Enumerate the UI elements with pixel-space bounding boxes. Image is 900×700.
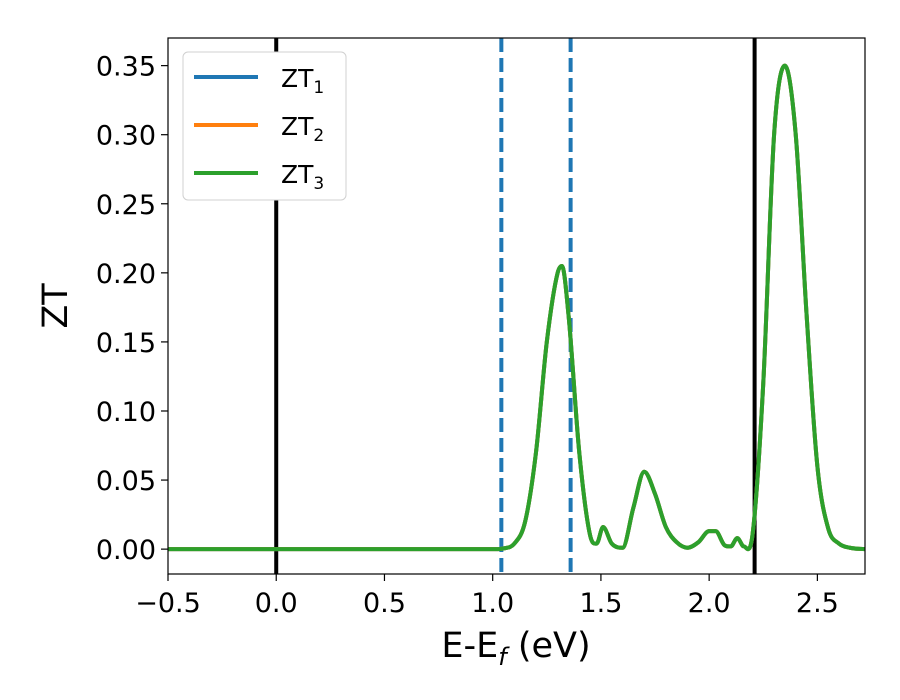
legend-label-1: ZT1 — [281, 64, 324, 98]
y-tick-label: 0.25 — [96, 190, 156, 221]
vertical-reference-lines — [274, 38, 757, 574]
series-lines — [168, 63, 866, 552]
x-axis-title: E-Ef (eV) — [441, 626, 590, 671]
y-tick-label: 0.00 — [96, 535, 156, 566]
y-tick-label: 0.05 — [96, 466, 156, 497]
x-tick-label: 2.0 — [688, 588, 731, 619]
legend-box — [182, 51, 347, 201]
series-line-3 — [168, 63, 866, 552]
y-tick-label: 0.10 — [96, 397, 156, 428]
y-tick-label: 0.30 — [96, 121, 156, 152]
legend-label-2: ZT2 — [281, 112, 324, 146]
y-tick-label: 0.20 — [96, 259, 156, 290]
legend: ZT1 ZT2 ZT3 — [182, 51, 347, 201]
y-tick-label: 0.15 — [96, 328, 156, 359]
plot-frame — [167, 37, 866, 575]
x-tick-label: 1.0 — [471, 588, 514, 619]
x-tick-label: −0.5 — [135, 588, 201, 619]
x-axis-ticks: −0.5 0.0 0.5 1.0 1.5 2.0 2.5 — [135, 574, 839, 619]
x-tick-label: 0.5 — [363, 588, 406, 619]
x-tick-label: 0.0 — [255, 588, 298, 619]
x-tick-label: 1.5 — [579, 588, 622, 619]
legend-label-3: ZT3 — [281, 160, 324, 194]
x-tick-label: 2.5 — [796, 588, 839, 619]
y-tick-label: 0.35 — [96, 52, 156, 83]
y-axis-ticks: 0.00 0.05 0.10 0.15 0.20 0.25 0.30 0.35 — [96, 52, 168, 566]
y-axis-title: ZT — [36, 283, 76, 329]
